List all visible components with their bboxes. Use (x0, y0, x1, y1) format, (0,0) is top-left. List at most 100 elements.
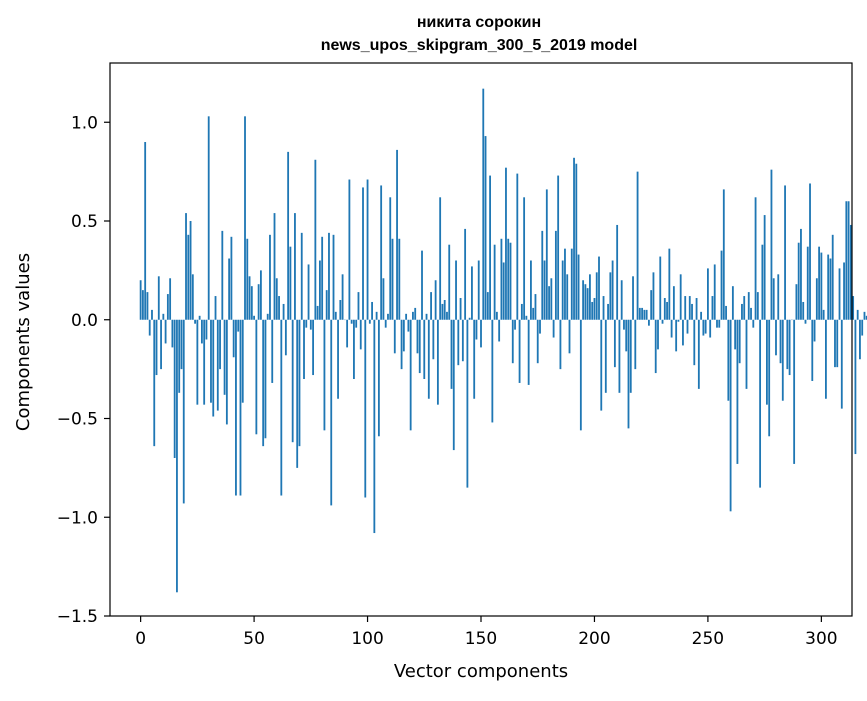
chart-subtitle: news_upos_skipgram_300_5_2019 model (321, 37, 638, 54)
bar (421, 251, 423, 320)
bar (176, 320, 178, 593)
bar (546, 189, 548, 319)
x-axis-label: Vector components (394, 661, 568, 682)
bar (771, 170, 773, 320)
bar (664, 298, 666, 320)
bar (233, 320, 235, 358)
bar (462, 320, 464, 361)
bar (378, 320, 380, 437)
bar (537, 320, 539, 363)
bar (457, 320, 459, 365)
bar (292, 320, 294, 442)
bar (242, 320, 244, 403)
bar (181, 320, 183, 369)
y-tick-label: −1.0 (57, 508, 98, 528)
bar (721, 251, 723, 320)
bar (698, 320, 700, 389)
bar (221, 231, 223, 320)
bar (557, 176, 559, 320)
bar (435, 280, 437, 320)
bar (358, 292, 360, 320)
bar (793, 320, 795, 464)
bar (768, 320, 770, 437)
bar (600, 320, 602, 411)
bar (364, 320, 366, 498)
bar (144, 142, 146, 320)
bar (342, 274, 344, 319)
bar (659, 257, 661, 320)
bar (339, 300, 341, 320)
bar (730, 320, 732, 512)
bar (369, 320, 371, 324)
bar (405, 314, 407, 320)
bar (630, 320, 632, 393)
bar (757, 292, 759, 320)
bar (646, 310, 648, 320)
bar (777, 274, 779, 319)
bar (301, 233, 303, 320)
bar (224, 320, 226, 395)
bar (811, 320, 813, 381)
bar (267, 314, 269, 320)
bar (167, 294, 169, 320)
bar (258, 284, 260, 320)
bar (446, 312, 448, 320)
bar (451, 320, 453, 389)
bar (194, 320, 196, 324)
bar (299, 320, 301, 446)
bar (466, 320, 468, 488)
bar (732, 286, 734, 320)
bar (700, 312, 702, 320)
bar (165, 320, 167, 344)
bar (412, 312, 414, 320)
bar (417, 320, 419, 354)
bar (289, 247, 291, 320)
bar (816, 278, 818, 319)
bar (530, 261, 532, 320)
bar (841, 320, 843, 409)
bar (591, 302, 593, 320)
bar (283, 304, 285, 320)
bar (401, 320, 403, 369)
bar (814, 320, 816, 342)
bar (528, 320, 530, 385)
bar (296, 320, 298, 468)
y-tick-label: 1.0 (71, 113, 98, 133)
bar (587, 288, 589, 320)
bar (469, 318, 471, 320)
bar (335, 312, 337, 320)
bar (859, 320, 861, 360)
bar (312, 320, 314, 375)
bar (355, 320, 357, 328)
bar (460, 298, 462, 320)
bar (217, 320, 219, 411)
bar (782, 320, 784, 401)
bar (773, 278, 775, 319)
bar (519, 320, 521, 383)
bar (285, 320, 287, 356)
bar (780, 320, 782, 363)
bar (716, 320, 718, 328)
bar (553, 320, 555, 338)
bar (639, 308, 641, 320)
bar (589, 274, 591, 319)
bar (755, 197, 757, 319)
x-tick-label: 200 (578, 629, 610, 649)
bar (689, 296, 691, 320)
bar (235, 320, 237, 496)
bar (709, 320, 711, 338)
bar (489, 176, 491, 320)
bar (303, 320, 305, 379)
bar (215, 296, 217, 320)
bar (392, 239, 394, 320)
bar (383, 278, 385, 319)
bar (746, 320, 748, 389)
bar (464, 229, 466, 320)
bar (274, 213, 276, 320)
bar (505, 168, 507, 320)
bar (269, 235, 271, 320)
bar (607, 304, 609, 320)
bar (800, 229, 802, 320)
bar (373, 320, 375, 533)
